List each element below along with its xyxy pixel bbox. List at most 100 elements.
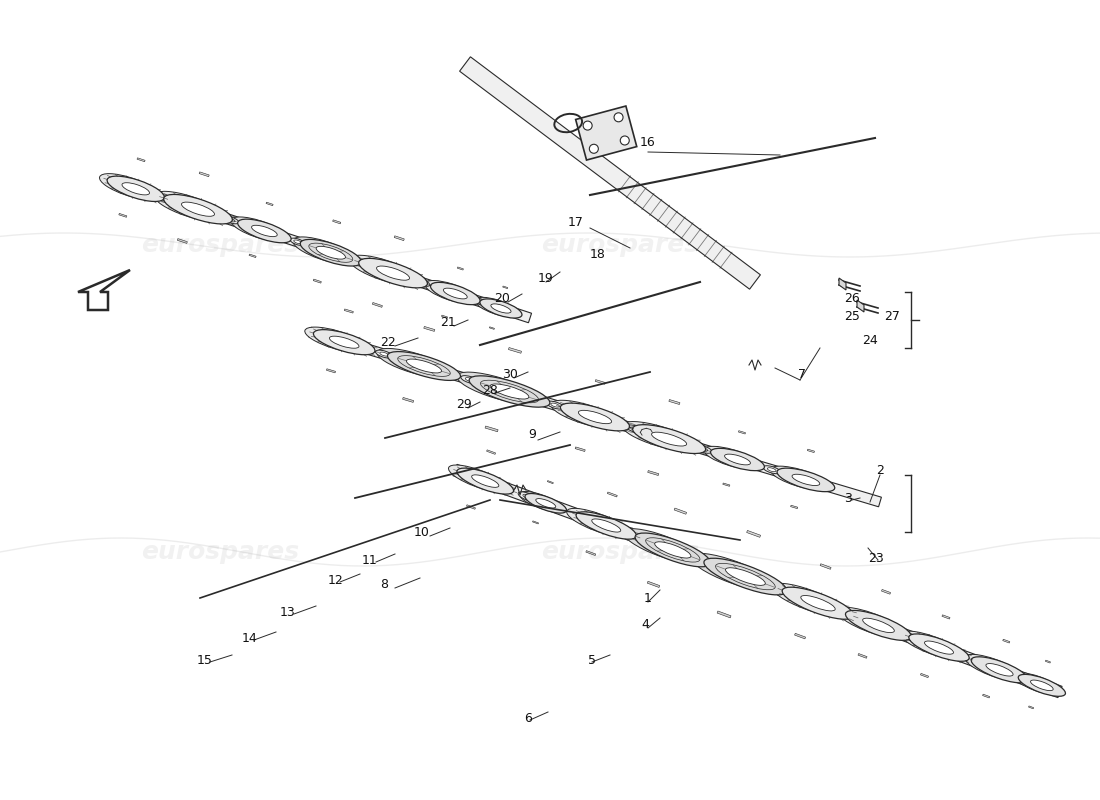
Ellipse shape [238, 219, 292, 242]
Ellipse shape [316, 246, 345, 259]
Polygon shape [441, 315, 448, 318]
Polygon shape [839, 278, 846, 290]
Ellipse shape [223, 216, 239, 224]
Ellipse shape [551, 400, 620, 428]
Ellipse shape [566, 508, 627, 536]
Ellipse shape [228, 218, 235, 222]
Ellipse shape [425, 281, 474, 302]
Ellipse shape [172, 198, 206, 214]
Text: 23: 23 [868, 551, 884, 565]
Circle shape [583, 121, 592, 130]
Polygon shape [486, 450, 496, 454]
Text: 16: 16 [640, 135, 656, 149]
Ellipse shape [621, 422, 695, 450]
Ellipse shape [777, 468, 835, 492]
Ellipse shape [530, 496, 550, 506]
Ellipse shape [300, 239, 361, 266]
Polygon shape [548, 481, 553, 484]
Polygon shape [607, 492, 617, 497]
Ellipse shape [244, 223, 271, 234]
Ellipse shape [473, 298, 488, 306]
Ellipse shape [784, 472, 814, 484]
Text: 4: 4 [641, 618, 649, 631]
Ellipse shape [430, 282, 480, 305]
Ellipse shape [725, 454, 750, 465]
Ellipse shape [469, 376, 550, 407]
Ellipse shape [1019, 674, 1066, 696]
Text: 24: 24 [862, 334, 878, 346]
Polygon shape [309, 327, 881, 506]
Ellipse shape [801, 595, 835, 611]
Ellipse shape [845, 612, 864, 622]
Ellipse shape [308, 243, 339, 257]
Polygon shape [314, 279, 321, 283]
Ellipse shape [376, 266, 409, 280]
Ellipse shape [231, 217, 285, 241]
Ellipse shape [476, 300, 484, 303]
Ellipse shape [792, 474, 820, 486]
Ellipse shape [486, 302, 507, 312]
Ellipse shape [463, 471, 491, 485]
Text: eurospares: eurospares [141, 233, 299, 257]
Polygon shape [717, 611, 732, 618]
Polygon shape [648, 470, 659, 475]
Ellipse shape [635, 533, 711, 567]
Ellipse shape [790, 591, 826, 607]
Polygon shape [344, 309, 353, 313]
Polygon shape [575, 106, 637, 160]
Ellipse shape [901, 631, 961, 658]
Polygon shape [921, 674, 928, 678]
Ellipse shape [854, 615, 887, 630]
Ellipse shape [475, 298, 517, 317]
Ellipse shape [443, 288, 468, 299]
Text: 11: 11 [362, 554, 378, 566]
Ellipse shape [576, 512, 637, 539]
Polygon shape [485, 426, 498, 432]
Polygon shape [807, 449, 814, 453]
Ellipse shape [472, 475, 498, 487]
Polygon shape [138, 158, 145, 162]
Ellipse shape [449, 465, 505, 491]
Polygon shape [372, 302, 383, 307]
Ellipse shape [916, 638, 947, 652]
Ellipse shape [437, 286, 462, 298]
Ellipse shape [965, 654, 1021, 680]
Ellipse shape [387, 351, 461, 381]
Ellipse shape [772, 583, 844, 615]
Polygon shape [458, 267, 463, 270]
Ellipse shape [395, 356, 431, 370]
Text: 26: 26 [844, 291, 860, 305]
Polygon shape [453, 464, 1063, 698]
Ellipse shape [154, 191, 223, 221]
Ellipse shape [294, 240, 301, 244]
Text: 9: 9 [528, 429, 536, 442]
Ellipse shape [1031, 680, 1053, 690]
Text: 28: 28 [482, 383, 498, 397]
Polygon shape [460, 57, 760, 289]
Ellipse shape [536, 498, 556, 508]
Polygon shape [1003, 639, 1010, 643]
Ellipse shape [849, 614, 859, 619]
Ellipse shape [639, 536, 658, 546]
Ellipse shape [768, 468, 776, 472]
Ellipse shape [777, 587, 786, 592]
Ellipse shape [712, 563, 730, 573]
Text: 17: 17 [568, 215, 584, 229]
Ellipse shape [519, 491, 561, 511]
Ellipse shape [456, 372, 538, 403]
Ellipse shape [1013, 673, 1060, 694]
Ellipse shape [971, 657, 1027, 682]
Ellipse shape [547, 401, 564, 409]
Text: eurospares: eurospares [541, 540, 700, 564]
Ellipse shape [320, 334, 351, 346]
Ellipse shape [568, 407, 603, 421]
Ellipse shape [640, 429, 676, 443]
Ellipse shape [905, 634, 924, 643]
Text: 29: 29 [456, 398, 472, 411]
Polygon shape [113, 178, 531, 322]
Circle shape [620, 136, 629, 145]
Ellipse shape [924, 641, 954, 654]
Ellipse shape [305, 327, 366, 352]
Polygon shape [394, 236, 405, 241]
Text: 22: 22 [381, 335, 396, 349]
